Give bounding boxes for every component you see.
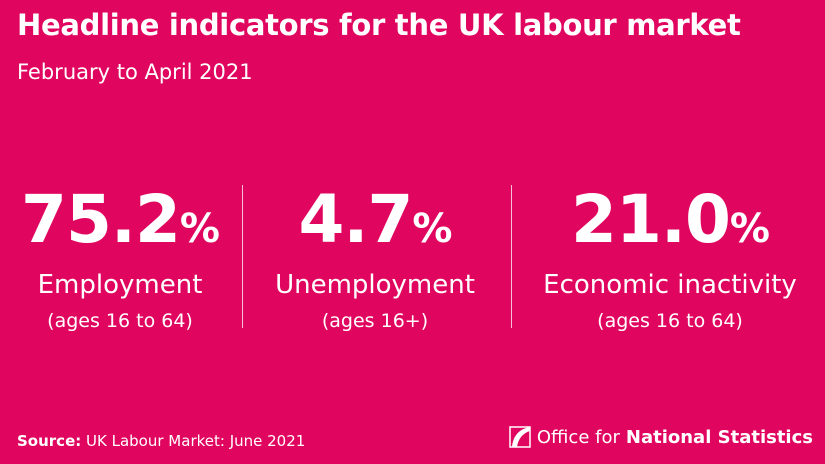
source-text: UK Labour Market: June 2021 [86, 432, 306, 450]
indicator-label: Economic inactivity [543, 270, 797, 300]
indicator-note: (ages 16 to 64) [47, 310, 193, 332]
indicator-value: 4.7 [298, 181, 414, 258]
page-subtitle: February to April 2021 [17, 60, 253, 84]
ons-logo: Office for National Statistics [509, 426, 813, 448]
indicator-employment: 75.2% Employment (ages 16 to 64) [20, 180, 220, 341]
indicator-unit: % [729, 206, 770, 252]
indicator-note: (ages 16+) [321, 310, 429, 332]
source-note: Source: UK Labour Market: June 2021 [17, 432, 305, 450]
indicator-label: Employment [37, 270, 203, 300]
indicator-unemployment: 4.7% Unemployment (ages 16+) [255, 180, 495, 341]
indicator-economic-inactivity: 21.0% Economic inactivity (ages 16 to 64… [525, 180, 815, 341]
divider [511, 185, 512, 328]
indicator-unit: % [412, 206, 452, 252]
indicator-unit: % [179, 206, 220, 252]
logo-text-bold: National Statistics [625, 426, 813, 448]
indicator-value: 21.0 [571, 181, 731, 258]
ons-logo-icon [509, 426, 531, 448]
divider [242, 185, 243, 328]
indicator-note: (ages 16 to 64) [597, 310, 743, 332]
indicator-value: 75.2 [21, 181, 181, 258]
logo-text-regular: Office for [536, 426, 620, 448]
source-label: Source: [17, 432, 82, 450]
indicator-label: Unemployment [275, 270, 475, 300]
page-title: Headline indicators for the UK labour ma… [17, 8, 741, 42]
